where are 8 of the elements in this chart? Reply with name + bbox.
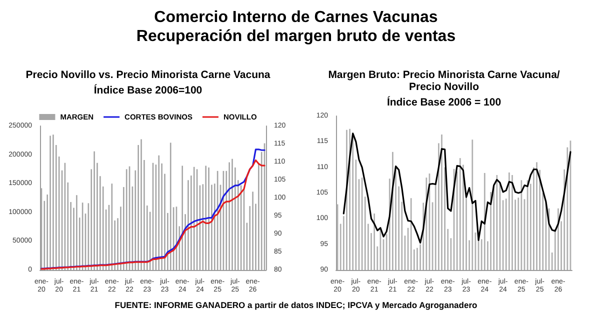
chart-title: Margen Bruto: Precio Minorista Carne Vacuna/Precio Novillo <box>328 69 560 93</box>
text: Comercio Interno de Carnes Vacunas <box>153 8 439 27</box>
chart-title: Precio Novillo vs. Precio Minorista Carne Vacuna <box>26 69 270 81</box>
source-note: FUENTE: INFORME GANADERO a partir de datos INDEC; IPCVA y Mercado Agroganadero <box>114 300 478 310</box>
chart-subtitle: Índice Base 2006 = 100 <box>386 96 502 108</box>
line-series <box>342 132 572 244</box>
chart-subtitle: Índice Base 2006=100 <box>94 84 202 96</box>
text: Recuperación del margen bruto de ventas <box>135 27 457 46</box>
